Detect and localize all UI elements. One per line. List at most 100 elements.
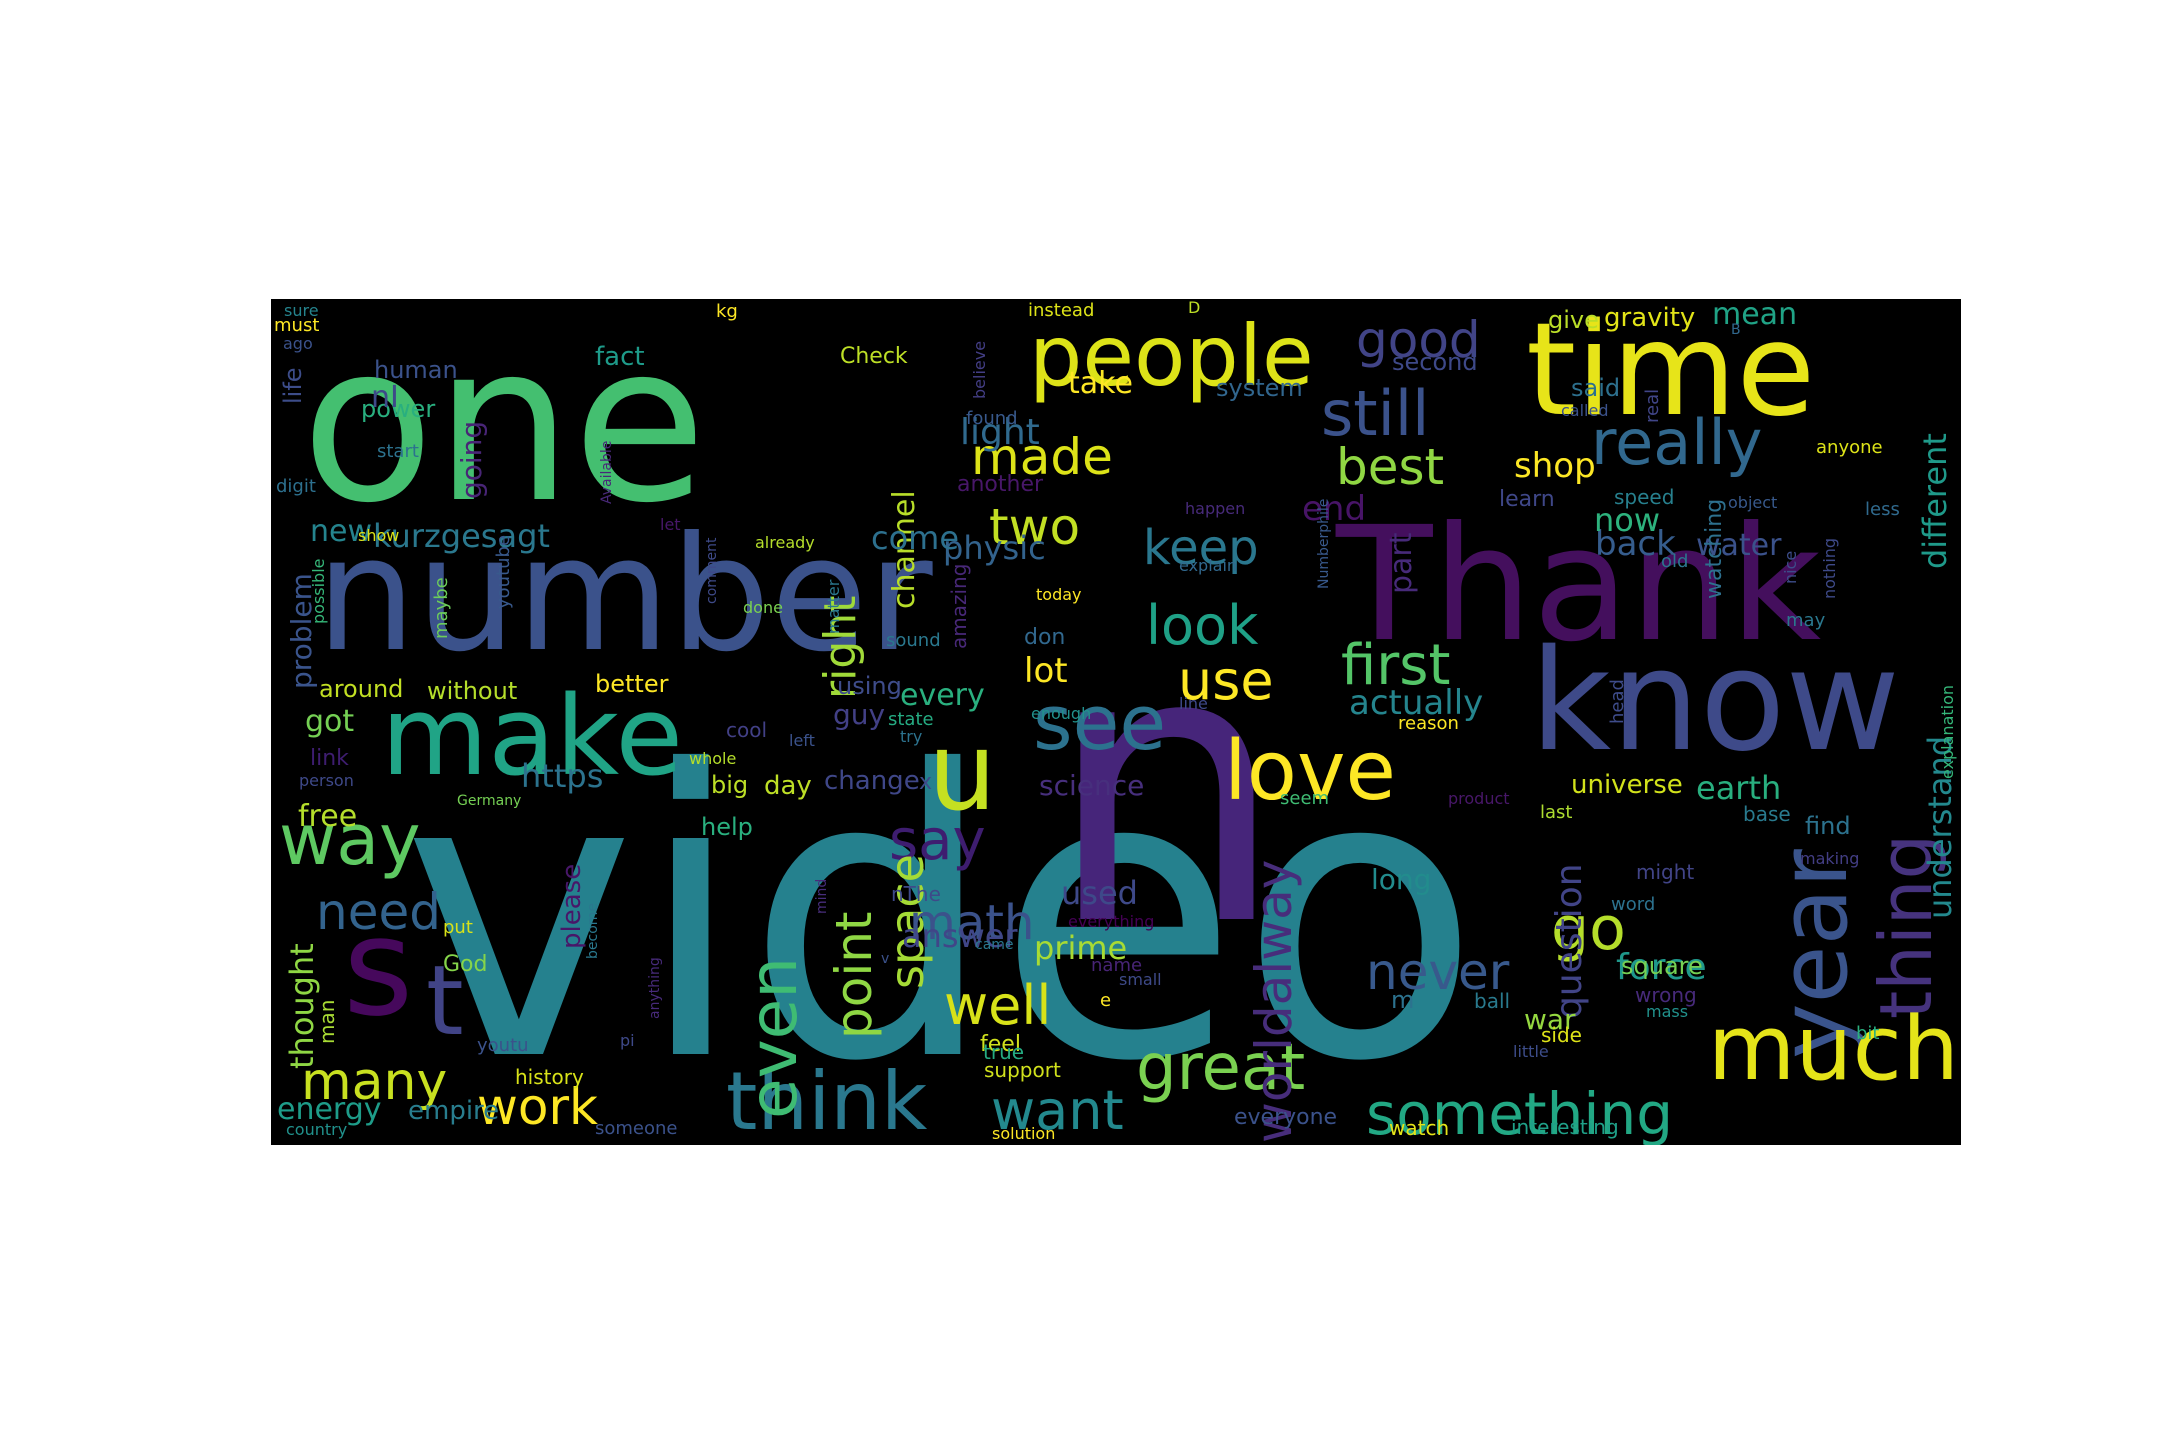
word-50: force [1616,947,1707,988]
word-21: even [735,957,812,1119]
word-14: think [726,1055,928,1145]
word-172: enough [1031,704,1091,723]
word-198: B [1731,322,1741,338]
word-80: war [1524,1003,1576,1036]
word-140: youtu [477,1035,529,1056]
word-63: every [900,678,985,713]
word-52: shop [1514,446,1596,486]
word-106: history [515,1065,584,1089]
word-77: empire [408,1096,499,1126]
word-163: possible [309,558,328,624]
word-76: got [305,704,354,739]
word-104: watching [1702,499,1727,599]
word-165: country [286,1120,347,1139]
word-175: today [1036,585,1082,604]
word-39: keep [1143,520,1259,576]
word-114: x [919,770,932,795]
word-40: space [880,854,934,989]
word-131: base [1743,802,1791,826]
word-167: solution [992,1124,1055,1143]
word-191: v [881,951,889,967]
word-85: gravity [1604,303,1695,333]
word-29: use [1178,649,1274,712]
word-186: came [975,937,1014,953]
word-176: explain [1179,556,1237,575]
word-195: Numberphile [1316,499,1332,589]
word-151: real [1642,389,1663,423]
word-58: lot [1024,651,1068,691]
word-155: kg [716,301,738,322]
word-28: look [1146,594,1259,657]
word-173: line [1179,694,1208,713]
word-79: long [1371,863,1431,896]
word-180: done [743,598,783,617]
word-9: u [928,710,996,835]
word-60: used [1061,874,1138,912]
word-20: still [1321,377,1429,450]
word-84: science [1039,769,1144,802]
word-12: year [1760,849,1869,1059]
word-136: might [1636,860,1694,884]
word-3: number [316,503,933,687]
word-193: anything [647,957,663,1019]
word-35: many [301,1052,447,1112]
word-10: people [1029,307,1314,405]
word-194: little [1513,1042,1549,1061]
word-184: Available [599,441,615,504]
word-2: one [301,299,707,551]
word-113: m [1391,986,1414,1014]
word-115: don [1024,625,1065,650]
word-125: amazing [947,564,971,649]
word-31: want [991,1079,1124,1142]
word-146: nice [1781,551,1800,584]
word-142: bit [1856,1023,1879,1044]
word-48: kurzgesagt [373,517,550,555]
word-144: old [1661,551,1688,572]
word-145: nothing [1820,538,1839,599]
word-188: name [1091,955,1142,976]
word-19: really [1591,406,1762,479]
word-94: second [1392,348,1478,376]
word-67: water [1696,528,1782,563]
word-4: Thank [1335,493,1822,677]
word-89: fact [595,342,645,372]
word-197: D [1188,299,1200,317]
word-70: take [1068,366,1133,401]
word-73: new [310,514,372,549]
word-169: become [585,903,601,959]
word-96: said [1571,374,1620,402]
word-128: watch [1389,1116,1449,1140]
word-161: digit [276,476,316,497]
word-26: good [1356,311,1481,369]
word-121: support [984,1058,1061,1082]
word-69: part [1384,532,1419,594]
word-100: help [701,813,753,841]
word-152: called [1561,401,1609,420]
word-192: pi [620,1031,635,1050]
word-139: youtube [493,535,514,609]
word-138: seem [1280,788,1329,809]
word-51: channel [887,490,922,609]
word-102: find [1805,812,1851,840]
word-36: work [477,1078,598,1136]
word-54: light [960,412,1040,453]
word-59: end [1302,489,1366,529]
word-179: already [755,533,815,552]
word-0: video [402,688,1481,1145]
word-135: sound [886,630,941,651]
word-27: best [1336,438,1444,496]
word-103: square [1621,952,1703,980]
word-105: everyone [1234,1105,1337,1130]
word-45: question [1549,863,1590,1019]
word-16: see [1033,678,1166,767]
word-119: cool [726,718,767,742]
word-185: mind [814,879,830,914]
word-75: https [521,757,603,795]
word-132: word [1611,894,1655,915]
word-182: matter [824,579,843,634]
word-148: making [1800,849,1859,868]
word-13: much [1708,996,1959,1101]
word-32: go [1551,894,1626,964]
